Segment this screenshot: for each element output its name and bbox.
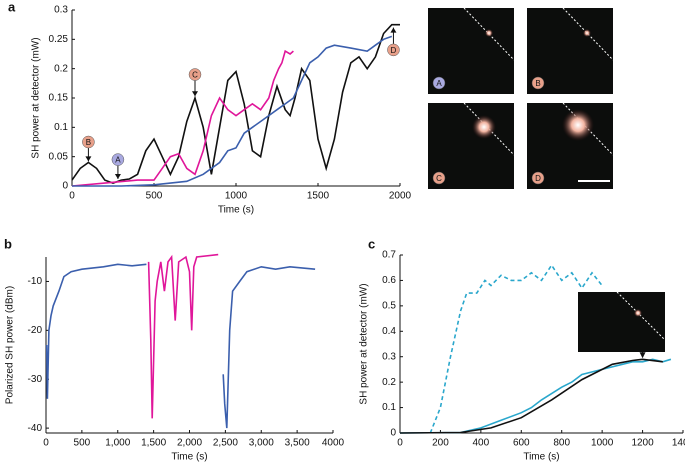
annotation: D bbox=[391, 46, 397, 55]
panel-label: b bbox=[4, 236, 12, 251]
x-tick-label: 1400 bbox=[672, 438, 685, 449]
image-label: D bbox=[535, 174, 541, 183]
series-line bbox=[71, 49, 294, 187]
panel-label: a bbox=[8, 0, 16, 14]
series-line bbox=[71, 23, 400, 184]
y-tick-label: -10 bbox=[28, 276, 43, 287]
series-line bbox=[222, 265, 316, 429]
series-line bbox=[147, 253, 219, 419]
series-line bbox=[399, 358, 672, 434]
spot bbox=[583, 29, 591, 37]
x-tick-label: 1200 bbox=[631, 438, 654, 449]
y-tick-label: 0.3 bbox=[382, 351, 396, 362]
x-tick-label: 500 bbox=[146, 191, 163, 202]
arrow-head bbox=[114, 173, 121, 179]
annotation: B bbox=[86, 138, 91, 147]
series-line bbox=[72, 35, 393, 187]
image-badge bbox=[432, 76, 446, 90]
x-tick-label: 4000 bbox=[322, 438, 345, 449]
y-tick-label: 0.3 bbox=[54, 5, 68, 16]
inset-micrograph bbox=[578, 292, 665, 352]
series-line bbox=[45, 263, 147, 399]
series-line bbox=[429, 263, 603, 434]
spot bbox=[562, 109, 594, 141]
image-badge bbox=[531, 171, 545, 185]
x-axis-label: Time (s) bbox=[218, 205, 254, 216]
y-tick-label: 0.1 bbox=[382, 402, 396, 413]
dotted-line bbox=[616, 291, 666, 341]
x-tick-label: 0 bbox=[397, 438, 403, 449]
y-tick-label: 0.15 bbox=[49, 93, 69, 104]
panel-label: c bbox=[368, 236, 375, 251]
annotation-badge bbox=[387, 43, 400, 57]
y-tick-label: -20 bbox=[28, 325, 43, 336]
y-tick-label: 0.4 bbox=[382, 326, 396, 337]
x-tick-label: 400 bbox=[473, 438, 490, 449]
x-tick-label: 0 bbox=[69, 191, 75, 202]
x-axis-label: Time (s) bbox=[523, 452, 559, 463]
x-tick-label: 0 bbox=[43, 438, 49, 449]
x-axis-label: Time (s) bbox=[171, 452, 207, 463]
arrow-head bbox=[85, 156, 92, 162]
y-tick-label: 0.6 bbox=[382, 275, 396, 286]
spot bbox=[472, 115, 496, 139]
x-tick-label: 600 bbox=[513, 438, 530, 449]
y-tick-label: 0.7 bbox=[382, 250, 396, 261]
annotation: A bbox=[115, 156, 121, 165]
x-tick-label: 1,000 bbox=[105, 438, 130, 449]
annotation-badge bbox=[111, 153, 125, 166]
y-axis-label: Polarized SH power (dBm) bbox=[5, 286, 16, 404]
y-tick-label: 0 bbox=[62, 181, 68, 192]
arrow-head bbox=[192, 91, 198, 97]
y-tick-label: 0 bbox=[390, 428, 396, 439]
y-tick-label: 0.2 bbox=[382, 377, 396, 388]
x-tick-label: 1,500 bbox=[141, 438, 166, 449]
arrow-head bbox=[390, 27, 397, 33]
x-tick-label: 3,000 bbox=[249, 438, 274, 449]
image-badge bbox=[531, 76, 545, 90]
x-tick-label: 1000 bbox=[225, 191, 248, 202]
x-tick-label: 500 bbox=[74, 438, 91, 449]
micrographs: A B C D bbox=[428, 7, 666, 352]
y-axis-label: SH power at detector (mW) bbox=[31, 37, 42, 158]
series-line bbox=[399, 358, 663, 434]
image-label: B bbox=[535, 79, 540, 88]
spot bbox=[485, 29, 493, 37]
arrow-head bbox=[639, 352, 646, 359]
x-tick-label: 1000 bbox=[591, 438, 614, 449]
x-tick-label: 2000 bbox=[389, 191, 412, 202]
y-tick-label: -40 bbox=[28, 423, 43, 434]
x-tick-label: 800 bbox=[553, 438, 570, 449]
x-tick-label: 200 bbox=[432, 438, 449, 449]
annotation: C bbox=[192, 71, 198, 80]
spot bbox=[634, 309, 642, 317]
y-tick-label: -30 bbox=[28, 374, 43, 385]
image-label: C bbox=[436, 174, 442, 183]
annotation-badge bbox=[188, 68, 202, 81]
image-badge bbox=[432, 171, 446, 185]
x-tick-label: 2,000 bbox=[177, 438, 202, 449]
x-tick-label: 1500 bbox=[307, 191, 330, 202]
image-label: A bbox=[436, 79, 442, 88]
y-tick-label: 0.2 bbox=[54, 63, 68, 74]
y-axis-label: SH power at detector (mW) bbox=[359, 283, 370, 404]
y-tick-label: 0.25 bbox=[49, 34, 69, 45]
x-tick-label: 2,500 bbox=[213, 438, 238, 449]
y-tick-label: 0.5 bbox=[382, 300, 396, 311]
y-tick-label: 0.05 bbox=[49, 151, 69, 162]
y-tick-label: 0.1 bbox=[54, 122, 68, 133]
annotation-badge bbox=[82, 135, 95, 149]
x-tick-label: 3,500 bbox=[285, 438, 310, 449]
